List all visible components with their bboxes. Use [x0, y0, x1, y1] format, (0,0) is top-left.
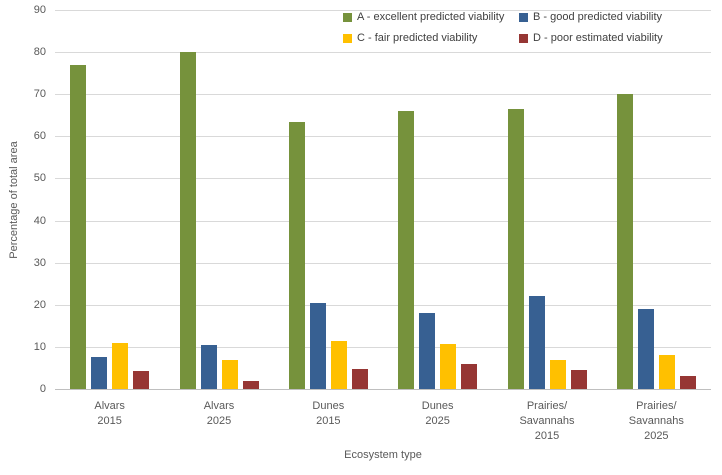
bar-b-group-3 [419, 313, 436, 389]
bar-a-group-4 [507, 108, 524, 389]
y-tick-label: 90 [33, 4, 46, 16]
bar-d-group-3 [461, 363, 478, 389]
bar-c-group-1 [221, 359, 238, 389]
plot-area [55, 10, 711, 390]
bar-b-group-0 [91, 357, 108, 389]
legend-label: A - excellent predicted viability [357, 11, 505, 23]
legend-swatch-icon [343, 12, 352, 22]
y-tick-label: 60 [33, 130, 46, 143]
y-tick-label: 40 [33, 214, 46, 227]
bar-d-group-1 [242, 380, 259, 389]
legend-item-d: D - poor estimated viability [519, 32, 663, 44]
bar-b-group-4 [528, 296, 545, 389]
x-axis-line [55, 389, 711, 390]
bar-a-group-2 [288, 122, 305, 389]
legend-swatch-icon [519, 12, 528, 22]
gridline [55, 220, 711, 222]
bar-a-group-1 [179, 52, 196, 389]
legend-item-b: B - good predicted viability [519, 11, 663, 23]
bar-b-group-5 [637, 309, 654, 389]
bar-d-group-5 [679, 376, 696, 389]
legend-item-c: C - fair predicted viability [343, 32, 519, 44]
bar-d-group-4 [570, 370, 587, 389]
legend-label: B - good predicted viability [533, 11, 663, 23]
y-tick-label: 80 [33, 46, 46, 59]
y-tick-label: 30 [33, 256, 46, 269]
y-tick-label: 70 [33, 88, 46, 101]
x-category-label: Prairies/Savannahs 2015 [519, 400, 575, 442]
legend-label: D - poor estimated viability [533, 32, 663, 44]
gridline [55, 10, 711, 11]
legend-swatch-icon [343, 33, 352, 43]
gridline [55, 262, 711, 264]
legend-label: C - fair predicted viability [357, 32, 478, 44]
bar-d-group-2 [351, 369, 368, 389]
legend-item-a: A - excellent predicted viability [343, 11, 519, 23]
gridline [55, 52, 711, 54]
y-tick-label: 10 [33, 340, 46, 353]
y-tick-label: 0 [39, 383, 46, 395]
bar-c-group-0 [112, 342, 129, 389]
gridline [55, 136, 711, 138]
gridline [55, 94, 711, 96]
bar-b-group-1 [200, 345, 217, 389]
bar-d-group-0 [133, 370, 150, 389]
bar-c-group-5 [658, 355, 675, 389]
y-tick-label: 50 [33, 172, 46, 185]
x-category-label: Dunes 2015 [312, 400, 345, 427]
gridline [55, 178, 711, 180]
x-category-label: Dunes 2025 [421, 400, 454, 427]
gridline [55, 304, 711, 306]
x-category-label: Alvars 2015 [94, 400, 125, 427]
bar-a-group-3 [398, 111, 415, 389]
gridline [55, 346, 711, 348]
legend: A - excellent predicted viability B - goo… [343, 11, 663, 44]
x-category-label: Prairies/Savannahs 2025 [628, 400, 684, 442]
bar-c-group-4 [549, 360, 566, 389]
bar-c-group-3 [440, 343, 457, 389]
legend-swatch-icon [519, 33, 528, 43]
bar-a-group-0 [70, 64, 87, 389]
y-axis-title: Percentage of total area [8, 141, 20, 259]
bar-a-group-5 [616, 94, 633, 389]
y-tick-label: 20 [33, 298, 46, 311]
x-category-label: Alvars 2025 [203, 400, 235, 427]
x-axis-title: Ecosystem type [344, 449, 422, 461]
bar-c-group-2 [330, 340, 347, 389]
bar-b-group-2 [309, 302, 326, 389]
